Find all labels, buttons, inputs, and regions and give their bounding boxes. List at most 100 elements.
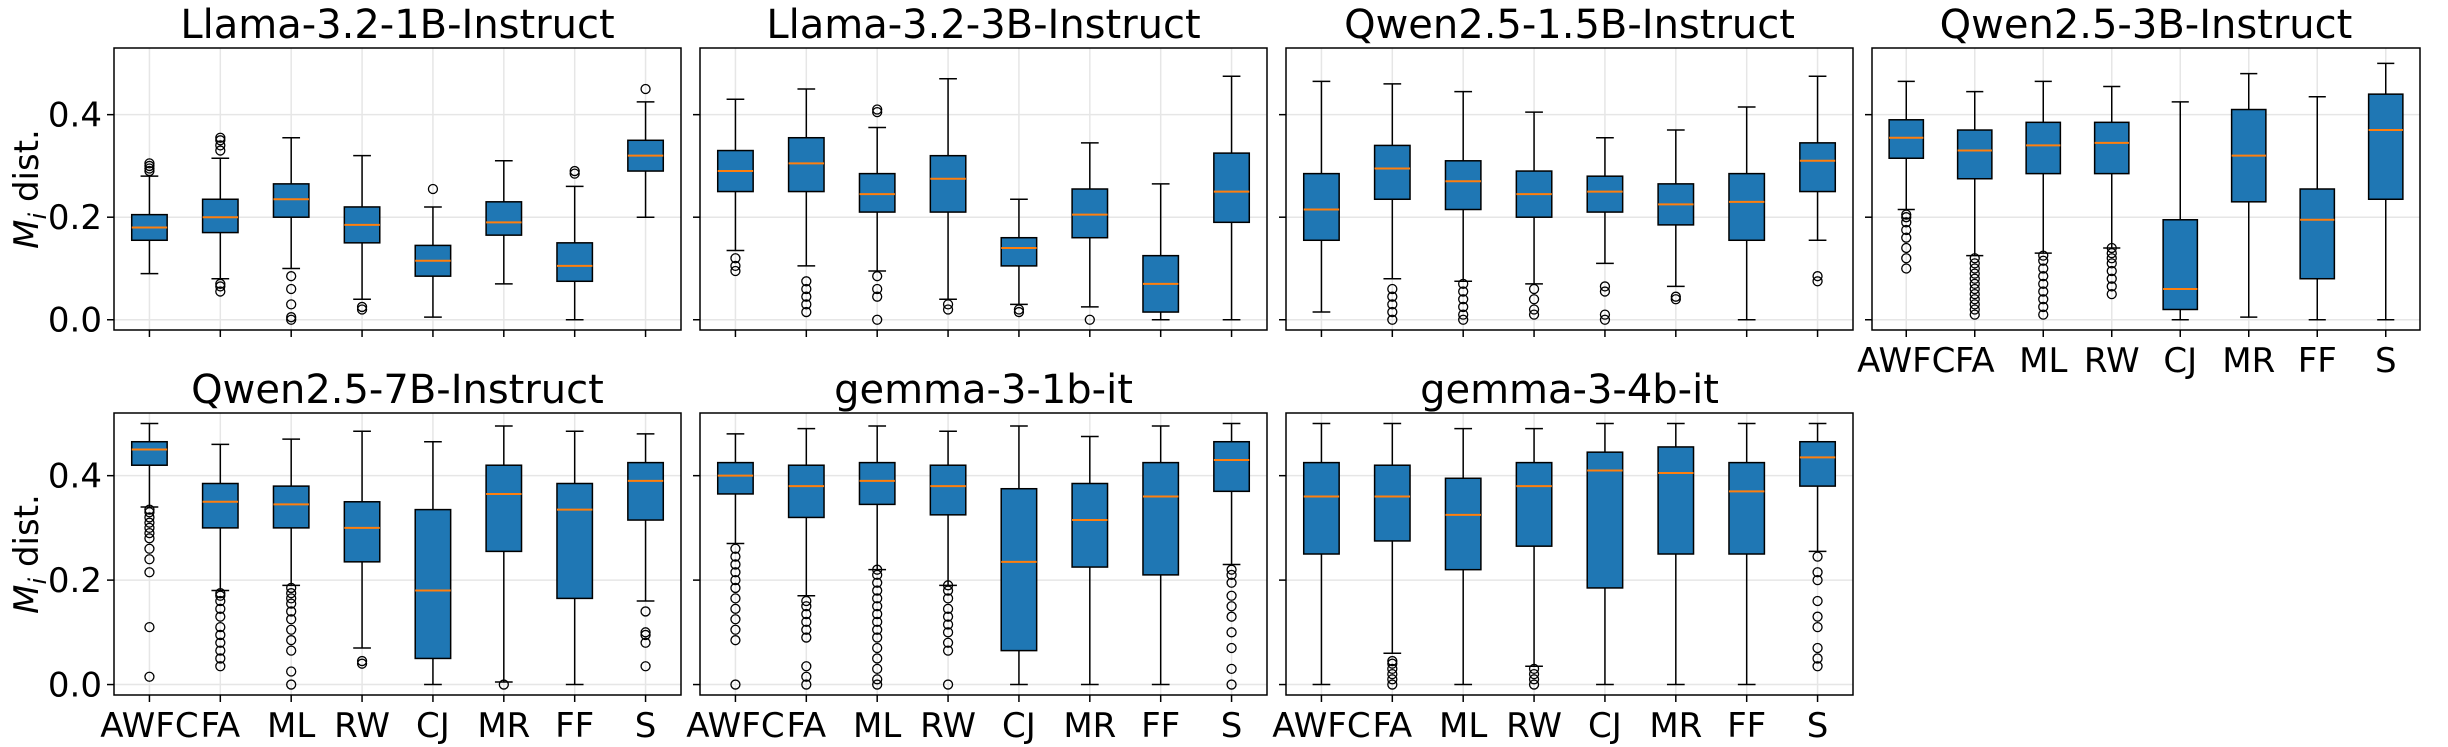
subplot-title: Qwen2.5-7B-Instruct <box>191 367 604 413</box>
outlier-point <box>730 679 741 690</box>
outlier-point <box>1458 301 1469 313</box>
outlier-point <box>872 608 883 620</box>
x-tick-label: FA <box>786 706 826 746</box>
outlier-point <box>356 658 368 669</box>
outlier-point <box>1969 258 1980 269</box>
outlier-point <box>1812 621 1823 633</box>
outlier-point <box>1013 304 1025 315</box>
outlier-point <box>1901 224 1912 236</box>
x-tick-label: CJ <box>2163 341 2197 381</box>
outlier-point <box>2038 294 2049 305</box>
outlier-point <box>1528 674 1540 685</box>
box-FA <box>1956 90 1993 320</box>
outlier-point <box>801 671 812 682</box>
outlier-point <box>942 679 954 690</box>
y-axis-label-subscript: i <box>24 578 52 585</box>
outlier-point <box>2106 273 2117 284</box>
box-FA <box>1373 83 1411 325</box>
box-AWFC <box>1302 80 1340 313</box>
outlier-point <box>1812 567 1823 578</box>
outlier-point <box>1226 642 1237 654</box>
outlier-point <box>1387 306 1398 318</box>
subplot-4: Qwen2.5-3B-Instruct AWFC FA ML RW CJ MR FF S <box>1857 2 2421 381</box>
outlier-point <box>872 271 883 282</box>
subplot-title: Qwen2.5-1.5B-Instruct <box>1344 2 1795 48</box>
outlier-point <box>1969 268 1980 279</box>
outlier-point <box>1812 551 1823 562</box>
outlier-point <box>286 314 297 325</box>
outlier-point <box>1599 314 1611 325</box>
iqr-box <box>343 501 381 563</box>
box-CJ <box>1586 422 1624 686</box>
outlier-point <box>730 253 741 264</box>
box-MR <box>1071 435 1109 686</box>
iqr-box <box>1000 487 1038 652</box>
outlier-point <box>144 512 155 523</box>
outlier-point <box>1387 668 1398 680</box>
outlier-point <box>801 601 812 612</box>
box-ML <box>858 425 896 690</box>
outlier-point <box>2106 247 2117 259</box>
outlier-point <box>144 527 155 539</box>
box-ML <box>1444 427 1482 686</box>
outlier-point <box>1969 273 1980 284</box>
outlier-point <box>1901 232 1912 243</box>
outlier-point <box>730 260 741 272</box>
outlier-point <box>942 619 954 630</box>
x-tick-label: ML <box>853 706 901 746</box>
iqr-box <box>929 154 967 213</box>
outlier-point <box>640 661 651 672</box>
outlier-point <box>144 671 155 682</box>
outlier-point <box>730 635 741 646</box>
outlier-point <box>286 271 297 282</box>
outlier-point <box>942 585 954 596</box>
outlier-point <box>801 291 812 302</box>
outlier-point <box>215 278 226 290</box>
outlier-point <box>872 601 883 612</box>
iqr-box <box>1071 482 1109 568</box>
subplot-title: gemma-3-4b-it <box>1420 367 1719 413</box>
axes-frame <box>699 47 1268 331</box>
box-RW <box>343 430 381 669</box>
outlier-point <box>942 611 954 622</box>
outlier-point <box>942 299 954 310</box>
outlier-point <box>144 504 155 515</box>
outlier-point <box>427 183 439 195</box>
outlier-point <box>801 283 812 295</box>
outlier-point <box>1599 286 1611 297</box>
iqr-box <box>1586 451 1624 589</box>
box-CJ <box>2162 101 2199 321</box>
box-ML <box>272 136 310 325</box>
outlier-point <box>215 590 226 601</box>
axes-frame <box>113 47 682 331</box>
iqr-box <box>1586 175 1624 213</box>
outlier-point <box>730 559 741 570</box>
outlier-point <box>1013 306 1025 318</box>
box-FF <box>1142 183 1180 321</box>
outlier-point <box>1226 590 1237 601</box>
outlier-point <box>1084 314 1095 325</box>
outlier-point <box>215 286 226 297</box>
box-ML <box>858 104 896 325</box>
y-axis-label-subscript: i <box>24 213 52 220</box>
iqr-box <box>787 464 825 519</box>
outlier-point <box>1528 283 1540 295</box>
outlier-point <box>872 616 883 628</box>
outlier-point <box>144 533 155 544</box>
x-tick-label: CJ <box>1588 706 1622 746</box>
outlier-point <box>2106 281 2117 292</box>
outlier-point <box>2106 242 2117 254</box>
outlier-point <box>872 314 883 325</box>
outlier-point <box>569 165 580 177</box>
outlier-point <box>730 603 741 614</box>
y-axis-label-text: dist. <box>7 494 47 578</box>
y-axis-label-symbol: M <box>7 220 47 249</box>
outlier-point <box>286 666 297 677</box>
iqr-box <box>1000 236 1038 267</box>
outlier-point <box>1599 309 1611 320</box>
iqr-box <box>2093 121 2130 175</box>
box-CJ <box>1000 198 1038 318</box>
outlier-point <box>942 645 954 656</box>
box-AWFC <box>1888 80 1925 274</box>
outlier-point <box>801 661 812 672</box>
